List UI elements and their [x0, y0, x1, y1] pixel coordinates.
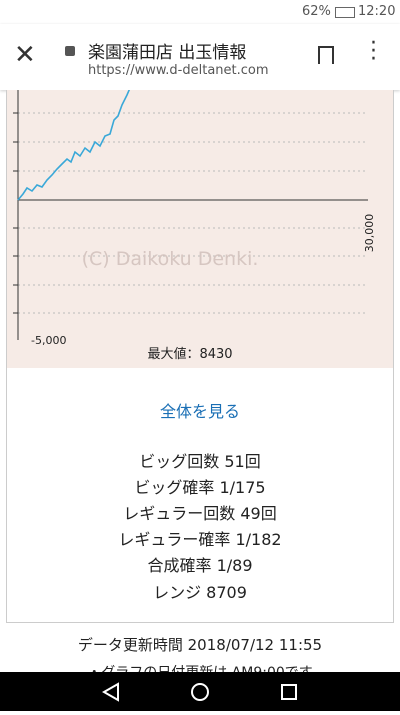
- nav-icons: [101, 682, 297, 702]
- stat-line: レギュラー確率 1/182: [118, 530, 282, 549]
- status-bar: 62% 12:20: [0, 0, 400, 24]
- home-button[interactable]: [191, 683, 209, 701]
- battery-icon: [335, 7, 355, 18]
- graph: (C) Daikoku Denki. 30,000 -5,000 最大値：843…: [7, 90, 393, 368]
- battery: 62%: [302, 4, 331, 19]
- updated: データ更新時間 2018/07/12 11:55: [77, 636, 323, 654]
- stat-line: 合成確率 1/89: [147, 556, 253, 575]
- close-button[interactable]: ✕: [14, 40, 36, 70]
- max-value: 最大値：8430: [147, 346, 232, 362]
- stat-line: ビッグ確率 1/175: [134, 478, 266, 497]
- menu-button[interactable]: · · ·: [370, 31, 377, 72]
- view-all-link[interactable]: 全体を見る: [159, 402, 240, 421]
- bookmark-button[interactable]: [318, 46, 334, 64]
- y-label-low: -5,000: [31, 334, 66, 347]
- lock-icon: [65, 46, 75, 56]
- stat-line: レギュラー回数 49回: [123, 504, 277, 523]
- back-button[interactable]: [101, 682, 119, 702]
- time: 12:20: [358, 4, 396, 19]
- recents-button[interactable]: [281, 684, 297, 700]
- stat-line: レンジ 8709: [153, 583, 247, 602]
- page-title: 楽園蒲田店 出玉情報: [88, 43, 247, 63]
- nav-bar: [0, 672, 400, 711]
- stat-line: ビッグ回数 51回: [139, 452, 261, 471]
- toolbar: ✕ 楽園蒲田店 出玉情報 https://www.d-deltanet.com …: [0, 24, 400, 90]
- watermark: (C) Daikoku Denki.: [82, 248, 259, 270]
- card: [6, 90, 394, 623]
- url: https://www.d-deltanet.com: [88, 63, 269, 78]
- x-label-right: 30,000: [363, 214, 376, 253]
